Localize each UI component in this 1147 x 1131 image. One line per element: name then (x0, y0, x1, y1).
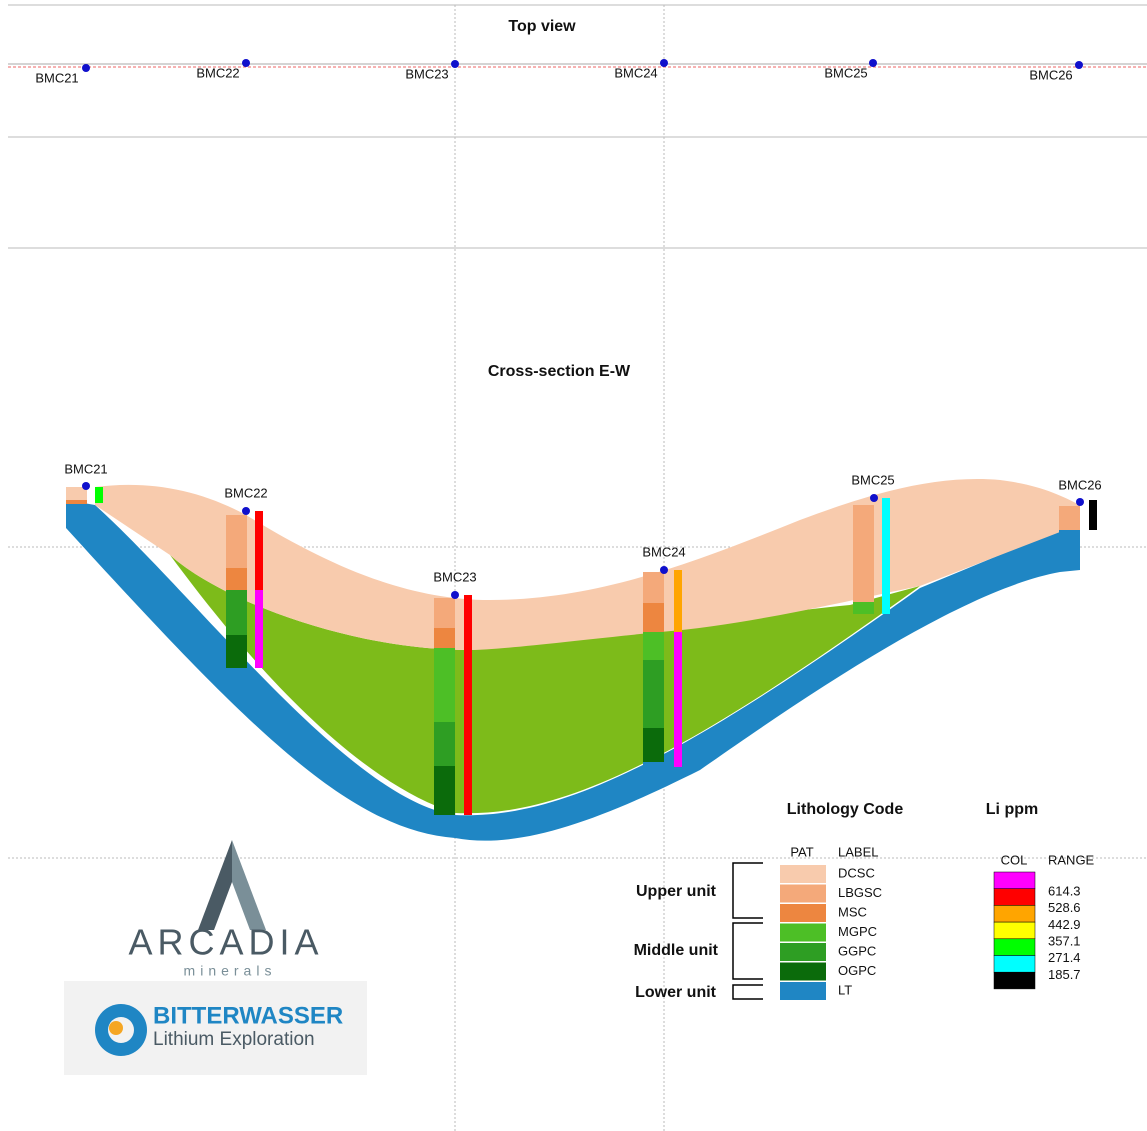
hole-segment (66, 504, 87, 528)
hole-segment (434, 722, 455, 766)
hole-segment (643, 728, 664, 762)
hole-label: BMC22 (196, 65, 239, 80)
li-bar (1089, 500, 1097, 530)
hole-segment (1059, 530, 1080, 568)
legend-label: DCSC (838, 865, 875, 880)
arcadia-logo: ARCADIA minerals (128, 840, 323, 979)
hole-segment (643, 762, 664, 766)
legend-label: GGPC (838, 943, 876, 958)
li-range: 614.3 (1048, 883, 1081, 898)
unit-label: Middle unit (634, 942, 719, 959)
hole-label: BMC23 (433, 569, 476, 584)
unit-label: Upper unit (636, 883, 717, 900)
collar (660, 566, 668, 574)
hole-label: BMC23 (405, 66, 448, 81)
li-swatch (994, 872, 1035, 889)
hole-segment (434, 598, 455, 628)
hole-label: BMC25 (851, 472, 894, 487)
hole-segment (226, 635, 247, 668)
hole-label: BMC21 (35, 70, 78, 85)
legend-label: LBGSC (838, 885, 882, 900)
hole-label: BMC25 (824, 65, 867, 80)
collar (242, 507, 250, 515)
li-bar (674, 570, 682, 632)
arcadia-sub: minerals (184, 963, 277, 979)
unit-label: Lower unit (635, 984, 717, 1001)
legend-swatch (780, 904, 826, 922)
li-swatch (994, 889, 1035, 906)
legend-label: LT (838, 982, 852, 997)
hole-label: BMC26 (1029, 67, 1072, 82)
legend-title: Li ppm (986, 801, 1038, 818)
li-range: 528.6 (1048, 900, 1081, 915)
legend-header: RANGE (1048, 852, 1095, 867)
li-swatch (994, 939, 1035, 956)
arcadia-name: ARCADIA (128, 922, 323, 963)
hole-segment (643, 660, 664, 728)
hole-segment (853, 602, 874, 614)
hole-segment (853, 505, 874, 602)
geology (66, 479, 1080, 841)
legend-swatch (780, 885, 826, 903)
li-bar (95, 487, 103, 503)
hole-segment (226, 590, 247, 635)
hole-segment (434, 648, 455, 722)
collar (451, 591, 459, 599)
collar (82, 482, 90, 490)
legend-swatch (780, 943, 826, 961)
li-range: 442.9 (1048, 917, 1081, 932)
brackets (733, 863, 763, 999)
li-swatch (994, 956, 1035, 973)
hole-segment (643, 572, 664, 603)
li-swatch (994, 922, 1035, 939)
legend-swatch (780, 982, 826, 1000)
legend-swatch (780, 963, 826, 981)
hole-segment (434, 766, 455, 815)
li-bar (464, 595, 472, 815)
legend-swatch (780, 924, 826, 942)
legend-swatch (780, 865, 826, 883)
li-range: 271.4 (1048, 950, 1081, 965)
hole-segment (66, 500, 87, 504)
top-holes: BMC21 BMC22 BMC23 BMC24 BMC25 BMC26 (35, 59, 1083, 85)
collar (1076, 498, 1084, 506)
hole-label: BMC24 (614, 65, 657, 80)
hole-segment (643, 603, 664, 632)
legend-title: Lithology Code (787, 801, 904, 818)
top-view-title: Top view (508, 18, 576, 35)
legend-header: COL (1001, 852, 1028, 867)
bitterwasser-name: BITTERWASSER (153, 1002, 343, 1029)
lithology-items: DCSC LBGSC MSC MGPC GGPC OGPC LT (780, 865, 882, 1000)
legend-header: LABEL (838, 844, 878, 859)
section-title: Cross-section E-W (488, 363, 631, 380)
hole-segment (1059, 506, 1080, 530)
legend-label: OGPC (838, 963, 876, 978)
li-range: 185.7 (1048, 967, 1081, 982)
li-bar (674, 632, 682, 767)
li-bar (255, 590, 263, 668)
hole-segment (226, 568, 247, 590)
legend-label: MGPC (838, 924, 877, 939)
diagram: Top view BMC21 BMC22 BMC23 BMC24 BMC25 B… (0, 0, 1147, 1131)
hole-label: BMC21 (64, 461, 107, 476)
legend-label: MSC (838, 904, 867, 919)
hole-segment (226, 515, 247, 568)
hole-segment (643, 632, 664, 660)
li-swatch (994, 972, 1035, 989)
legend-header: PAT (790, 844, 813, 859)
li-range: 357.1 (1048, 934, 1081, 949)
li-bar (882, 498, 890, 614)
bitterwasser-logo: BITTERWASSER Lithium Exploration (64, 981, 367, 1075)
hole-label: BMC26 (1058, 477, 1101, 492)
hole-segment (434, 628, 455, 648)
collar (870, 494, 878, 502)
hole-label: BMC24 (642, 544, 685, 559)
li-swatch (994, 905, 1035, 922)
hole-label: BMC22 (224, 485, 267, 500)
li-bar (255, 511, 263, 590)
bitterwasser-sub: Lithium Exploration (153, 1029, 315, 1050)
